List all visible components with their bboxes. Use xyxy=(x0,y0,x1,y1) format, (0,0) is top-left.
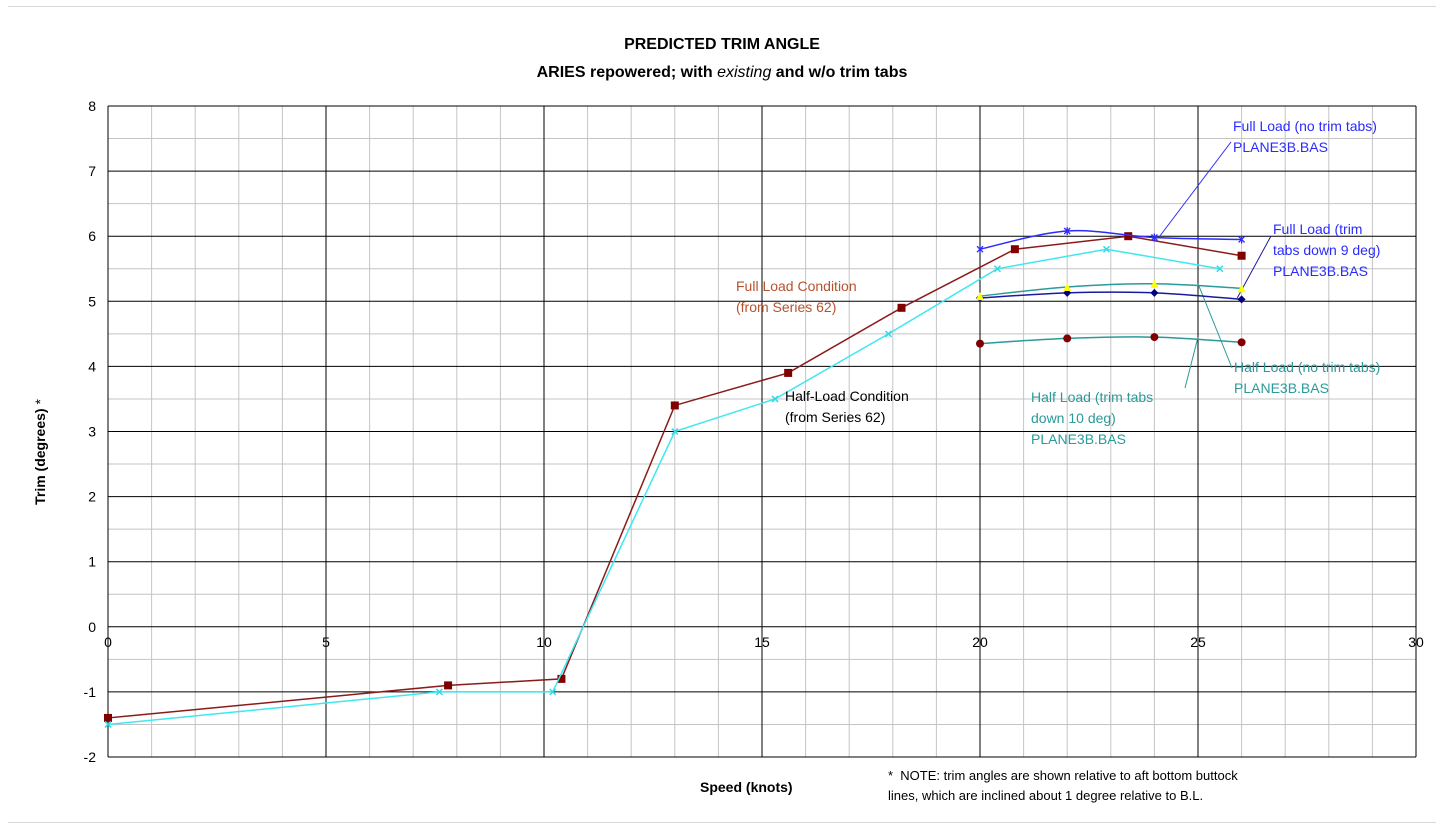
data-point xyxy=(771,395,779,403)
annotation-full-load-no-tabs: Full Load (no trim tabs) PLANE3B.BAS xyxy=(1233,118,1377,155)
annotation-full-load-series62: Full Load Condition (from Series 62) xyxy=(736,278,857,315)
data-point xyxy=(671,427,679,436)
data-point xyxy=(104,720,112,728)
data-point xyxy=(557,674,566,683)
x-tick-label: 25 xyxy=(1190,634,1206,650)
x-tick-label: 0 xyxy=(104,634,112,650)
annotation-leader-line xyxy=(1158,141,1232,238)
series-line-half-s62 xyxy=(107,248,1220,726)
data-point xyxy=(1237,338,1246,347)
data-point xyxy=(104,713,112,722)
y-tick-label: 0 xyxy=(88,619,96,635)
data-point xyxy=(897,303,906,312)
series-line-half-no-tabs xyxy=(979,282,1242,297)
data-point xyxy=(444,681,453,690)
x-axis-label: Speed (knots) xyxy=(700,779,793,795)
annotation-leader-line xyxy=(1184,336,1199,389)
y-tick-label: 4 xyxy=(88,358,96,374)
data-point xyxy=(1237,251,1246,260)
data-point xyxy=(1237,295,1246,304)
y-tick-label: 8 xyxy=(88,98,96,114)
x-tick-label: 10 xyxy=(536,634,552,650)
data-point xyxy=(976,292,984,301)
y-tick-label: 7 xyxy=(88,163,96,179)
y-tick-label: 5 xyxy=(88,293,96,309)
subtitle-italic: existing xyxy=(717,64,772,81)
data-point xyxy=(1124,232,1133,241)
y-tick-label: 2 xyxy=(88,489,96,505)
subtitle-part-2: and w/o trim tabs xyxy=(771,64,908,81)
y-tick-label: -1 xyxy=(84,684,97,700)
chart-subtitle: ARIES repowered; with existing and w/o t… xyxy=(0,64,1444,82)
data-point xyxy=(1216,265,1224,273)
x-tick-label: 5 xyxy=(322,634,330,650)
data-point xyxy=(1102,245,1110,253)
y-axis-label-text: Trim (degrees) xyxy=(32,408,48,505)
annotation-half-load-tabs-10deg: Half Load (trim tabs down 10 deg) PLANE3… xyxy=(1031,389,1154,447)
data-point xyxy=(1150,288,1159,297)
series-line-full-tabs9 xyxy=(979,291,1242,301)
y-axis-label-asterisk: * xyxy=(32,399,48,405)
data-point xyxy=(884,330,892,338)
annotation-half-load-series62: Half-Load Condition (from Series 62) xyxy=(785,388,909,425)
x-tick-label: 15 xyxy=(754,634,770,650)
data-point xyxy=(670,401,679,410)
y-tick-label: 6 xyxy=(88,228,96,244)
series-line-full-no-tabs xyxy=(979,229,1242,250)
data-point xyxy=(1237,284,1246,293)
chart-title: PREDICTED TRIM ANGLE xyxy=(624,36,820,53)
y-tick-label: 3 xyxy=(88,424,96,440)
data-point xyxy=(549,688,557,696)
chart-note: * NOTE: trim angles are shown relative t… xyxy=(888,768,1238,803)
annotation-leader-line xyxy=(1197,283,1233,369)
data-point xyxy=(1063,334,1072,343)
data-point xyxy=(1150,233,1158,242)
y-tick-label: -2 xyxy=(84,749,97,765)
y-axis-label: Trim (degrees) * xyxy=(32,399,48,505)
data-point xyxy=(976,339,984,348)
data-point xyxy=(1063,226,1071,235)
annotation-full-load-tabs-9deg: Full Load (trim tabs down 9 deg) PLANE3B… xyxy=(1273,221,1381,279)
x-tick-label: 30 xyxy=(1408,634,1424,650)
data-point xyxy=(1238,235,1246,244)
data-point xyxy=(993,265,1001,273)
chart-border xyxy=(8,6,1436,823)
data-point xyxy=(784,368,793,377)
data-point xyxy=(435,688,443,696)
x-tick-label: 20 xyxy=(972,634,988,650)
data-point xyxy=(976,245,984,254)
annotation-half-load-no-tabs: Half Load (no trim tabs) PLANE3B.BAS xyxy=(1234,359,1381,396)
data-point xyxy=(1063,282,1072,291)
series-line-half-tabs10 xyxy=(979,336,1242,345)
data-point xyxy=(1150,333,1159,342)
data-point xyxy=(1010,245,1019,254)
subtitle-part-1: ARIES repowered; with xyxy=(536,64,718,81)
data-point xyxy=(1150,279,1159,288)
y-tick-label: 1 xyxy=(88,554,96,570)
